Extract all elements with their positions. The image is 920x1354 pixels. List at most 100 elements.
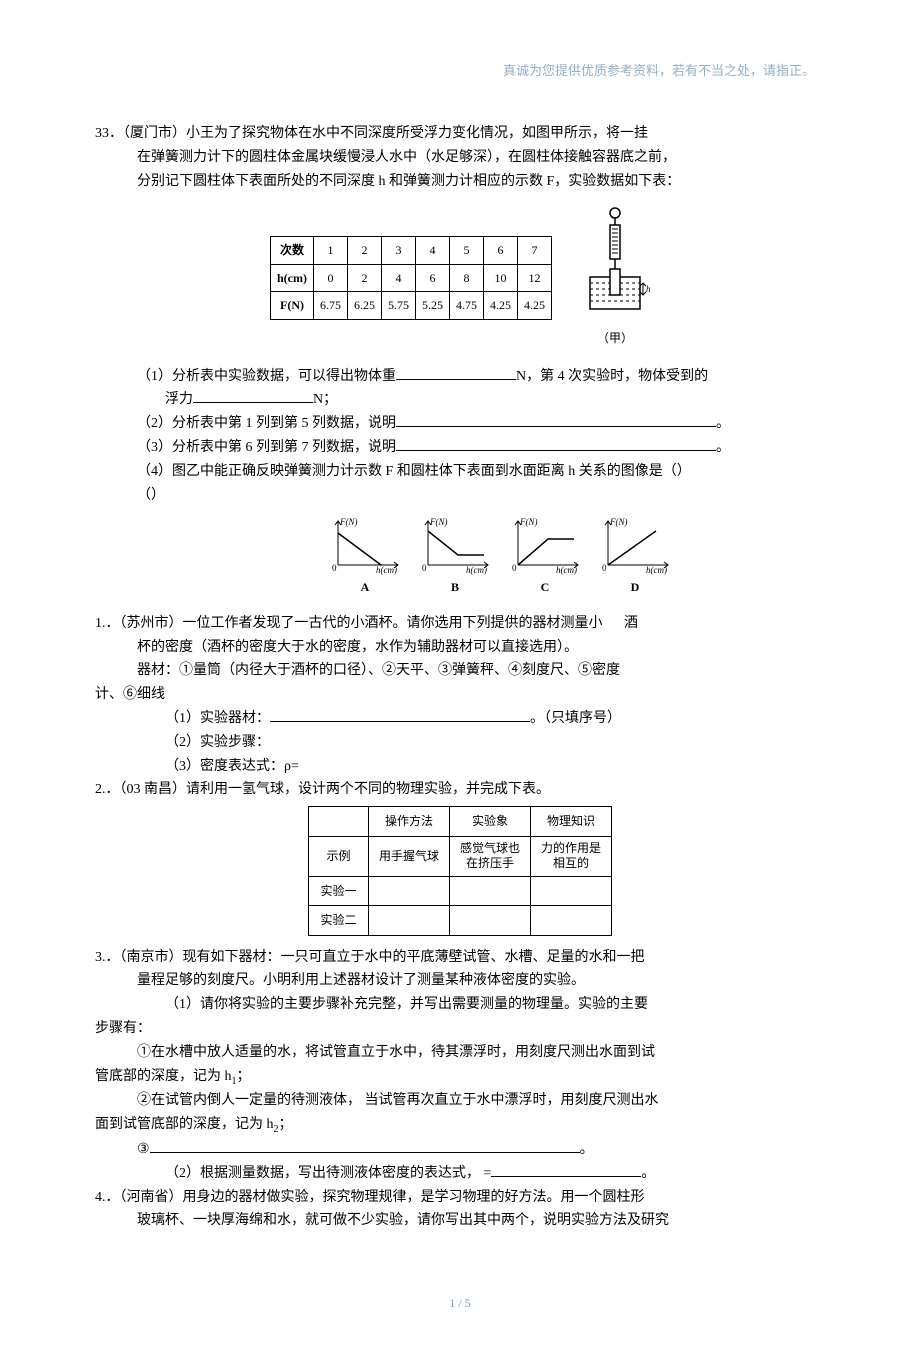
svg-text:0: 0 [602,563,607,573]
table-cell: 4 [416,237,450,264]
table-cell [368,876,449,905]
header-disclaimer: 真诚为您提供优质参考资料，若有不当之处，请指正。 [95,60,825,82]
table-cell: 感觉气球也在挤压手 [449,836,530,876]
q3-step1: ①在水槽中放人适量的水，将试管直立于水中，待其漂浮时，用刻度尺测出水面到试 [95,1041,825,1065]
question-3: 3.．（南京市）现有如下器材：一只可直立于水中的平底薄壁试管、水槽、足量的水和一… [95,946,825,1186]
q3-p2: （2）根据测量数据，写出待测液体密度的表达式， = [165,1166,491,1181]
table-header: 操作方法 [368,807,449,836]
table-row-label: F(N) [271,292,314,319]
blank [396,437,716,451]
graph-a-icon: F(N) h(cm) 0 [326,515,404,575]
table-header [308,807,368,836]
table-cell: 10 [484,264,518,291]
period: 。 [580,1142,594,1157]
table-cell: 5.75 [382,292,416,319]
table-cell [531,876,612,905]
table-cell: 实验二 [308,906,368,935]
graph-d-icon: F(N) h(cm) 0 [596,515,674,575]
table-cell: 3 [382,237,416,264]
graph-label-d: D [594,577,676,597]
q33-data-table: 次数 1 2 3 4 5 6 7 h(cm) 0 2 4 6 8 10 12 F… [270,236,552,319]
table-cell: 2 [348,264,382,291]
table-cell: 6.25 [348,292,382,319]
q3-p1: （1）请你将实验的主要步骤补充完整，并写出需要测量的物理量。实验的主要 [165,997,648,1012]
page-footer: 1 / 5 [95,1293,825,1313]
table-cell: 6 [416,264,450,291]
table-cell: 8 [450,264,484,291]
blank [270,708,530,722]
q33-sub3: （3）分析表中第 6 列到第 7 列数据，说明 [137,440,396,455]
q1-s2: （2）实验步骤： [95,731,825,755]
question-33: 33．（厦门市）小王为了探究物体在水中不同深度所受浮力变化情况，如图甲所示，将一… [95,122,825,598]
table-cell: 4.25 [518,292,552,319]
table-cell [449,876,530,905]
svg-text:0: 0 [332,563,337,573]
table-header: 次数 [271,237,314,264]
table-cell: 6.75 [314,292,348,319]
table-cell: 4.25 [484,292,518,319]
q1-materials-2: 计、⑥细线 [95,683,825,707]
graph-label-a: A [324,577,406,597]
q3-step2: ②在试管内倒人一定量的待测液体， 当试管再次直立于水中漂浮时，用刻度尺测出水 [95,1089,825,1113]
svg-text:h(cm): h(cm) [376,565,397,575]
table-cell: 4 [382,264,416,291]
svg-text:F(N): F(N) [429,517,448,527]
q2-table: 操作方法 实验象 物理知识 示例 用手握气球 感觉气球也在挤压手 力的作用是相互… [308,806,612,935]
svg-text:h(cm): h(cm) [556,565,577,575]
q33-sub1-b: N，第 4 次实验时，物体受到的 [516,369,708,384]
period: 。 [641,1166,655,1181]
table-cell: 7 [518,237,552,264]
q33-sub1-a: （1）分析表中实验数据，可以得出物体重 [137,369,396,384]
q1-s1: （1）实验器材： [165,711,270,726]
q4-stem: 4.．（河南省）用身边的器材做实验，探究物理规律，是学习物理的好方法。用一个圆柱… [95,1190,645,1205]
q1-materials: 器材：①量筒（内径大于酒杯的口径）、②天平、③弹簧秤、④刻度尺、⑤密度 [95,659,825,683]
q33-sub2: （2）分析表中第 1 列到第 5 列数据，说明 [137,416,396,431]
svg-text:h: h [646,284,650,294]
period: 。 [716,440,730,455]
svg-text:h(cm): h(cm) [646,565,667,575]
blank [396,413,716,427]
svg-text:0: 0 [422,563,427,573]
q3-p1b: 步骤有： [95,1017,825,1041]
graph-label-c: C [504,577,586,597]
q1-s3: （3）密度表达式：ρ= [95,755,825,779]
apparatus-diagram-icon: h [580,207,650,317]
table-cell: 1 [314,237,348,264]
table-cell: 5 [450,237,484,264]
q3-step3: ③ [137,1142,150,1157]
table-cell: 12 [518,264,552,291]
question-1: 1.．（苏州市）一位工作者发现了一古代的小酒杯。请你选用下列提供的器材测量小 酒… [95,612,825,779]
blank [193,389,313,403]
q1-s1-tail: 。（只填序号） [530,711,621,726]
q2-stem: 2.．（03 南昌）请利用一氢气球，设计两个不同的物理实验，并完成下表。 [95,778,825,802]
period: 。 [716,416,730,431]
blank [150,1139,580,1153]
table-cell: 实验一 [308,876,368,905]
table-cell: 0 [314,264,348,291]
blank [491,1163,641,1177]
q3-stem: 3.．（南京市）现有如下器材：一只可直立于水中的平底薄壁试管、水槽、足量的水和一… [95,950,645,965]
table-cell: 示例 [308,836,368,876]
table-header: 实验象 [449,807,530,836]
table-cell: 用手握气球 [368,836,449,876]
table-header: 物理知识 [531,807,612,836]
question-4: 4.．（河南省）用身边的器材做实验，探究物理规律，是学习物理的好方法。用一个圆柱… [95,1186,825,1234]
svg-text:h(cm): h(cm) [466,565,487,575]
table-cell: 5.25 [416,292,450,319]
q1-stem-a-tail: 酒 [624,616,638,631]
q1-stem-b: 杯的密度（酒杯的密度大于水的密度，水作为辅助器材可以直接选用）。 [95,636,825,660]
svg-text:F(N): F(N) [609,517,628,527]
table-cell: 4.75 [450,292,484,319]
table-cell: 2 [348,237,382,264]
svg-text:0: 0 [512,563,517,573]
table-cell [531,906,612,935]
svg-text:F(N): F(N) [519,517,538,527]
graph-c-icon: F(N) h(cm) 0 [506,515,584,575]
graph-label-b: B [414,577,496,597]
q1-stem-a: 1.．（苏州市）一位工作者发现了一古代的小酒杯。请你选用下列提供的器材测量小 [95,616,603,631]
q33-sub1-d: N； [313,392,337,407]
question-2: 2.．（03 南昌）请利用一氢气球，设计两个不同的物理实验，并完成下表。 操作方… [95,778,825,935]
svg-text:F(N): F(N) [339,517,358,527]
table-cell [449,906,530,935]
q33-sub4: （4）图乙中能正确反映弹簧测力计示数 F 和圆柱体下表面到水面距离 h 关系的图… [95,460,825,484]
